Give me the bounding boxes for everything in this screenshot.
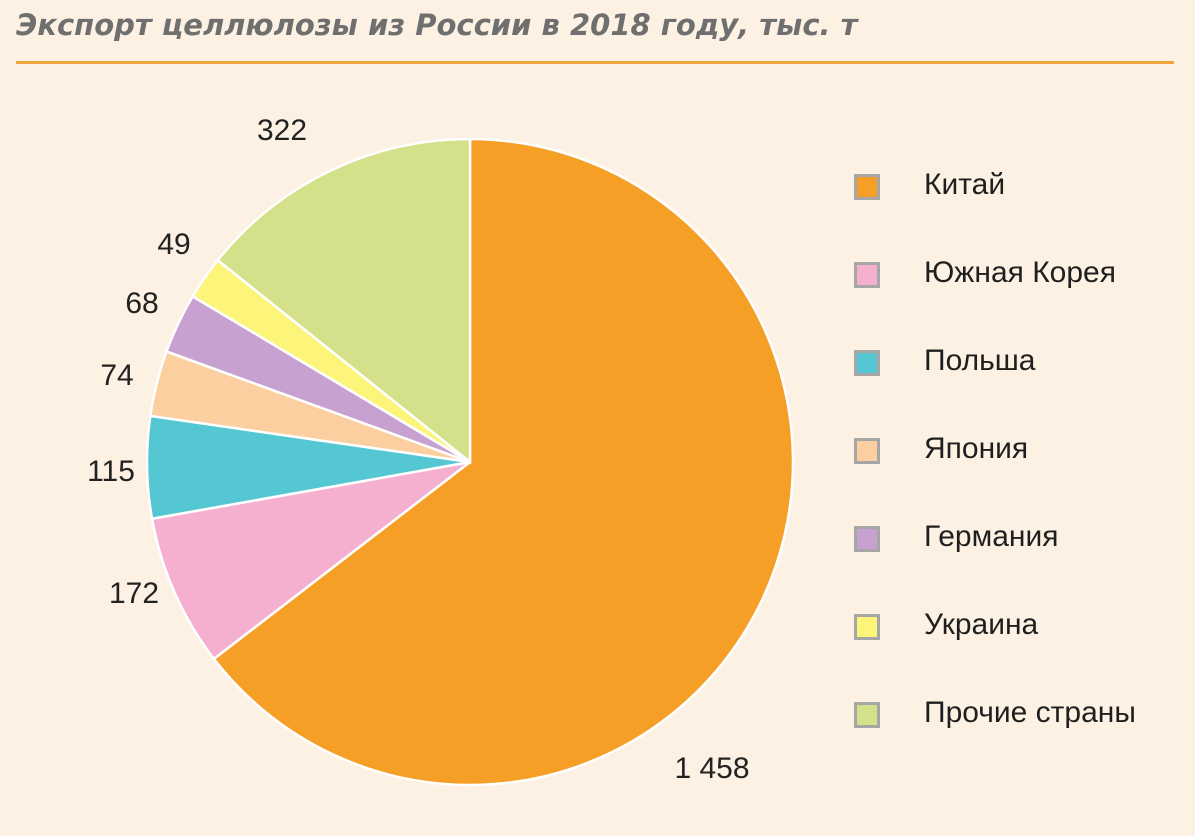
pie-slice	[150, 460, 471, 661]
legend-label: Япония	[924, 432, 1029, 465]
legend-label: Польша	[924, 344, 1036, 377]
chart-title: Экспорт целлюлозы из России в 2018 году,…	[16, 8, 858, 42]
legend-item: Украина	[854, 602, 1184, 658]
legend-swatch	[854, 262, 880, 288]
legend-item: Китай	[854, 162, 1184, 218]
legend-label: Германия	[924, 520, 1059, 553]
pie-slice	[216, 137, 472, 465]
legend-label: Прочие страны	[924, 696, 1136, 729]
legend-swatch	[854, 350, 880, 376]
legend-item: Япония	[854, 426, 1184, 482]
legend-label: Китай	[924, 168, 1006, 201]
data-label: 1 458	[674, 752, 749, 785]
legend-item: Южная Корея	[854, 250, 1184, 306]
data-label: 115	[87, 455, 135, 488]
title-underline	[16, 61, 1174, 64]
legend-swatch	[854, 526, 880, 552]
data-label: 68	[125, 287, 158, 320]
data-label: 172	[109, 577, 159, 610]
data-label: 322	[257, 114, 307, 147]
legend-swatch	[854, 174, 880, 200]
legend-item: Польша	[854, 338, 1184, 394]
legend-swatch	[854, 438, 880, 464]
legend-swatch	[854, 614, 880, 640]
legend-label: Украина	[924, 608, 1039, 641]
pie-slice	[212, 137, 795, 787]
legend-item: Прочие страны	[854, 690, 1184, 746]
legend-label: Южная Корея	[924, 256, 1116, 289]
legend-swatch	[854, 702, 880, 728]
data-label: 49	[157, 228, 190, 261]
legend-item: Германия	[854, 514, 1184, 570]
data-label: 74	[100, 359, 133, 392]
